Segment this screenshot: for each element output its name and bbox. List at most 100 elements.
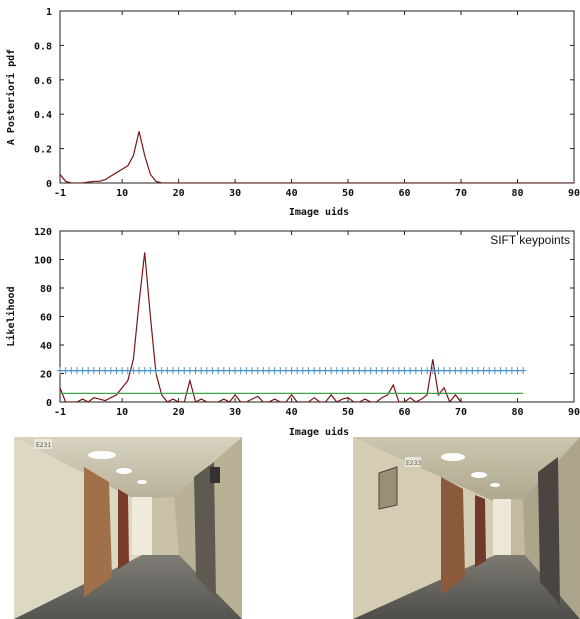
series-marker	[79, 367, 86, 375]
y-tick-label: 0.6	[34, 76, 52, 87]
y-axis-label: Likelihood	[5, 286, 17, 346]
series-marker	[305, 367, 312, 375]
series-marker	[237, 367, 244, 375]
series-marker	[136, 367, 143, 375]
series-marker	[480, 367, 487, 375]
series-marker	[282, 367, 289, 375]
series-marker	[491, 367, 498, 375]
series-marker	[57, 367, 63, 375]
series-marker	[220, 367, 227, 375]
plot-frame	[59, 10, 575, 184]
series-marker	[497, 367, 504, 375]
series-marker	[503, 367, 510, 375]
series-marker	[514, 367, 521, 375]
y-axis-label: A Posteriori pdf	[5, 49, 17, 145]
series-marker	[102, 367, 109, 375]
y-tick-label: 100	[34, 256, 52, 267]
x-tick-label: 60	[399, 188, 411, 199]
x-tick-label: 60	[399, 407, 411, 418]
series-marker	[265, 367, 272, 375]
series-line-0	[60, 252, 462, 402]
series-marker	[90, 367, 97, 375]
series-marker	[339, 367, 346, 375]
series-marker	[350, 367, 357, 375]
x-tick-label: 10	[116, 407, 128, 418]
series-marker	[463, 367, 470, 375]
legend-label: SIFT keypoints	[490, 233, 570, 247]
series-marker	[254, 367, 261, 375]
y-tick-label: 60	[40, 313, 52, 324]
series-marker	[458, 367, 465, 375]
series-marker	[362, 367, 369, 375]
x-tick-label: 30	[229, 188, 241, 199]
series-marker	[311, 367, 318, 375]
series-marker	[407, 367, 414, 375]
series-marker	[181, 367, 188, 375]
y-tick-label: 0.8	[34, 41, 52, 52]
y-tick-label: 1	[46, 7, 52, 18]
corridor-photo-right: E233	[353, 437, 580, 619]
series-marker	[158, 367, 165, 375]
series-marker	[130, 367, 137, 375]
series-marker	[164, 367, 171, 375]
y-tick-label: 0.2	[34, 145, 52, 156]
series-marker	[435, 367, 442, 375]
series-marker	[418, 367, 425, 375]
series-marker	[96, 367, 103, 375]
series-marker	[378, 367, 385, 375]
series-marker	[141, 367, 148, 375]
series-marker	[412, 367, 419, 375]
x-tick-label: 70	[455, 407, 467, 418]
x-tick-label: 90	[568, 188, 580, 199]
series-marker	[119, 367, 126, 375]
x-tick-label: 20	[173, 188, 185, 199]
series-marker	[209, 367, 216, 375]
series-marker	[124, 367, 131, 375]
x-tick-label: 20	[173, 407, 185, 418]
series-marker	[401, 367, 408, 375]
series-marker	[203, 367, 210, 375]
series-marker	[520, 367, 527, 375]
y-tick-label: 20	[40, 370, 52, 381]
series-marker	[169, 367, 176, 375]
x-tick-label: -1	[54, 188, 66, 199]
series-marker	[446, 367, 453, 375]
series-marker	[429, 367, 436, 375]
x-tick-label: 90	[568, 407, 580, 418]
x-axis-label: Image uids	[289, 426, 349, 437]
x-tick-label: 10	[116, 188, 128, 199]
series-marker	[486, 367, 493, 375]
series-marker	[271, 367, 278, 375]
x-tick-label: 80	[511, 407, 523, 418]
series-marker	[175, 367, 182, 375]
series-marker	[243, 367, 250, 375]
series-marker	[288, 367, 295, 375]
series-marker	[345, 367, 352, 375]
series-marker	[469, 367, 476, 375]
series-marker	[333, 367, 340, 375]
series-marker	[390, 367, 397, 375]
series-marker	[299, 367, 306, 375]
series-marker	[153, 367, 160, 375]
series-marker	[215, 367, 222, 375]
series-marker	[186, 367, 193, 375]
series-marker	[441, 367, 448, 375]
y-tick-label: 0.4	[34, 110, 52, 121]
x-axis-label: Image uids	[289, 206, 349, 218]
x-tick-label: 80	[511, 188, 523, 199]
series-marker	[508, 367, 515, 375]
y-tick-label: 0	[46, 398, 52, 409]
photo-left-sign: E231	[36, 442, 51, 449]
y-tick-label: 0	[46, 179, 52, 190]
series-marker	[367, 367, 374, 375]
series-marker	[62, 367, 69, 375]
x-tick-label: -1	[54, 407, 66, 418]
x-tick-label: 40	[286, 407, 298, 418]
y-tick-label: 40	[40, 341, 52, 352]
series-marker	[384, 367, 391, 375]
series-marker	[316, 367, 323, 375]
series-marker	[452, 367, 459, 375]
series-marker	[232, 367, 239, 375]
series-marker	[294, 367, 301, 375]
series-line-0	[60, 131, 574, 183]
